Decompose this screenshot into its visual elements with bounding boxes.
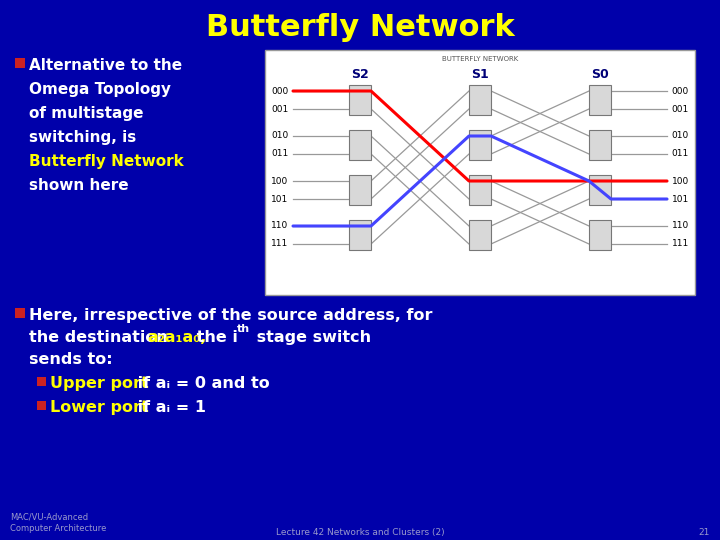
Text: BUTTERFLY NETWORK: BUTTERFLY NETWORK	[442, 56, 518, 62]
Bar	[265, 50, 695, 295]
Text: 011: 011	[271, 150, 288, 159]
Text: S0: S0	[591, 69, 609, 82]
Text: 001: 001	[672, 105, 689, 113]
Bar	[589, 85, 611, 115]
Bar	[589, 220, 611, 250]
Text: 110: 110	[672, 221, 689, 231]
Text: Butterfly Network: Butterfly Network	[29, 154, 184, 169]
Text: Alternative to the: Alternative to the	[29, 58, 182, 73]
Text: 000: 000	[672, 86, 689, 96]
Text: stage switch: stage switch	[251, 330, 371, 345]
Text: Lower port: Lower port	[50, 400, 149, 415]
Text: the i: the i	[191, 330, 238, 345]
Text: S2: S2	[351, 69, 369, 82]
Text: 110: 110	[271, 221, 288, 231]
Text: 101: 101	[271, 194, 288, 204]
Bar	[349, 175, 371, 205]
Text: Upper port: Upper port	[50, 376, 149, 391]
Text: switching, is: switching, is	[29, 130, 136, 145]
Bar	[349, 220, 371, 250]
Bar	[349, 85, 371, 115]
Text: Here, irrespective of the source address, for: Here, irrespective of the source address…	[29, 308, 433, 323]
Text: sends to:: sends to:	[29, 352, 112, 367]
Text: 010: 010	[271, 132, 288, 140]
Text: if aᵢ = 0 and to: if aᵢ = 0 and to	[132, 376, 270, 391]
Text: if aᵢ = 1: if aᵢ = 1	[132, 400, 206, 415]
Bar	[589, 130, 611, 160]
Bar	[469, 85, 491, 115]
Text: 100: 100	[271, 177, 288, 186]
Bar	[469, 130, 491, 160]
Text: shown here: shown here	[29, 178, 129, 193]
Text: 010: 010	[672, 132, 689, 140]
Bar	[37, 377, 46, 386]
Bar	[469, 175, 491, 205]
Text: 111: 111	[271, 240, 288, 248]
Text: of multistage: of multistage	[29, 106, 143, 121]
Text: a₂a₁a₀,: a₂a₁a₀,	[147, 330, 207, 345]
Bar	[349, 130, 371, 160]
Bar	[589, 175, 611, 205]
Text: 000: 000	[271, 86, 288, 96]
Text: Omega Topology: Omega Topology	[29, 82, 171, 97]
Bar	[15, 308, 25, 318]
Text: Lecture 42 Networks and Clusters (2): Lecture 42 Networks and Clusters (2)	[276, 528, 444, 537]
Text: 101: 101	[672, 194, 689, 204]
Bar	[15, 58, 25, 68]
Text: Butterfly Network: Butterfly Network	[206, 14, 514, 43]
Text: 001: 001	[271, 105, 288, 113]
Text: th: th	[237, 324, 250, 334]
Text: S1: S1	[471, 69, 489, 82]
Text: 100: 100	[672, 177, 689, 186]
Bar	[469, 220, 491, 250]
Text: 111: 111	[672, 240, 689, 248]
Text: MAC/VU-Advanced
Computer Architecture: MAC/VU-Advanced Computer Architecture	[10, 513, 107, 533]
Text: 011: 011	[672, 150, 689, 159]
Text: the destination: the destination	[29, 330, 174, 345]
Bar	[37, 401, 46, 410]
Text: 21: 21	[698, 528, 710, 537]
